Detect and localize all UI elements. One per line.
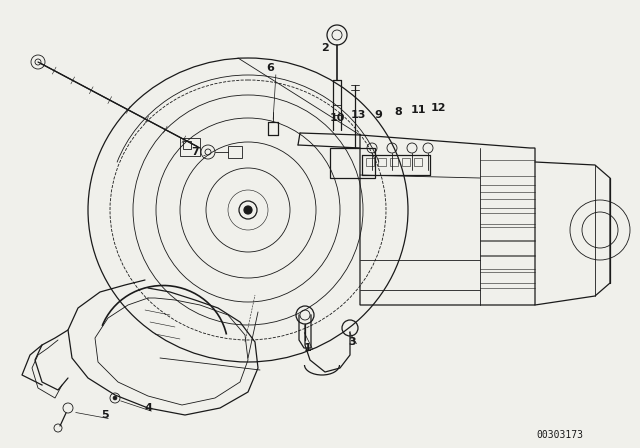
Text: 9: 9	[374, 110, 382, 120]
Text: 12: 12	[430, 103, 445, 113]
Bar	[402, 158, 410, 166]
Text: 11: 11	[410, 105, 426, 115]
Bar	[183, 141, 191, 149]
Text: 6: 6	[266, 63, 274, 73]
Bar	[228, 146, 242, 158]
Text: 1: 1	[304, 343, 312, 353]
Bar	[414, 158, 422, 166]
Text: 5: 5	[101, 410, 109, 420]
Text: 13: 13	[350, 110, 365, 120]
Text: 00303173: 00303173	[536, 430, 584, 440]
Bar	[378, 158, 386, 166]
Circle shape	[244, 206, 252, 214]
Circle shape	[113, 396, 117, 400]
Bar	[366, 158, 374, 166]
Bar	[390, 158, 398, 166]
Text: 2: 2	[321, 43, 329, 53]
Text: 7: 7	[191, 147, 199, 157]
Text: 3: 3	[348, 337, 356, 347]
Text: 10: 10	[330, 113, 345, 123]
Bar	[180, 138, 200, 156]
Text: 4: 4	[144, 403, 152, 413]
Text: 8: 8	[394, 107, 402, 117]
